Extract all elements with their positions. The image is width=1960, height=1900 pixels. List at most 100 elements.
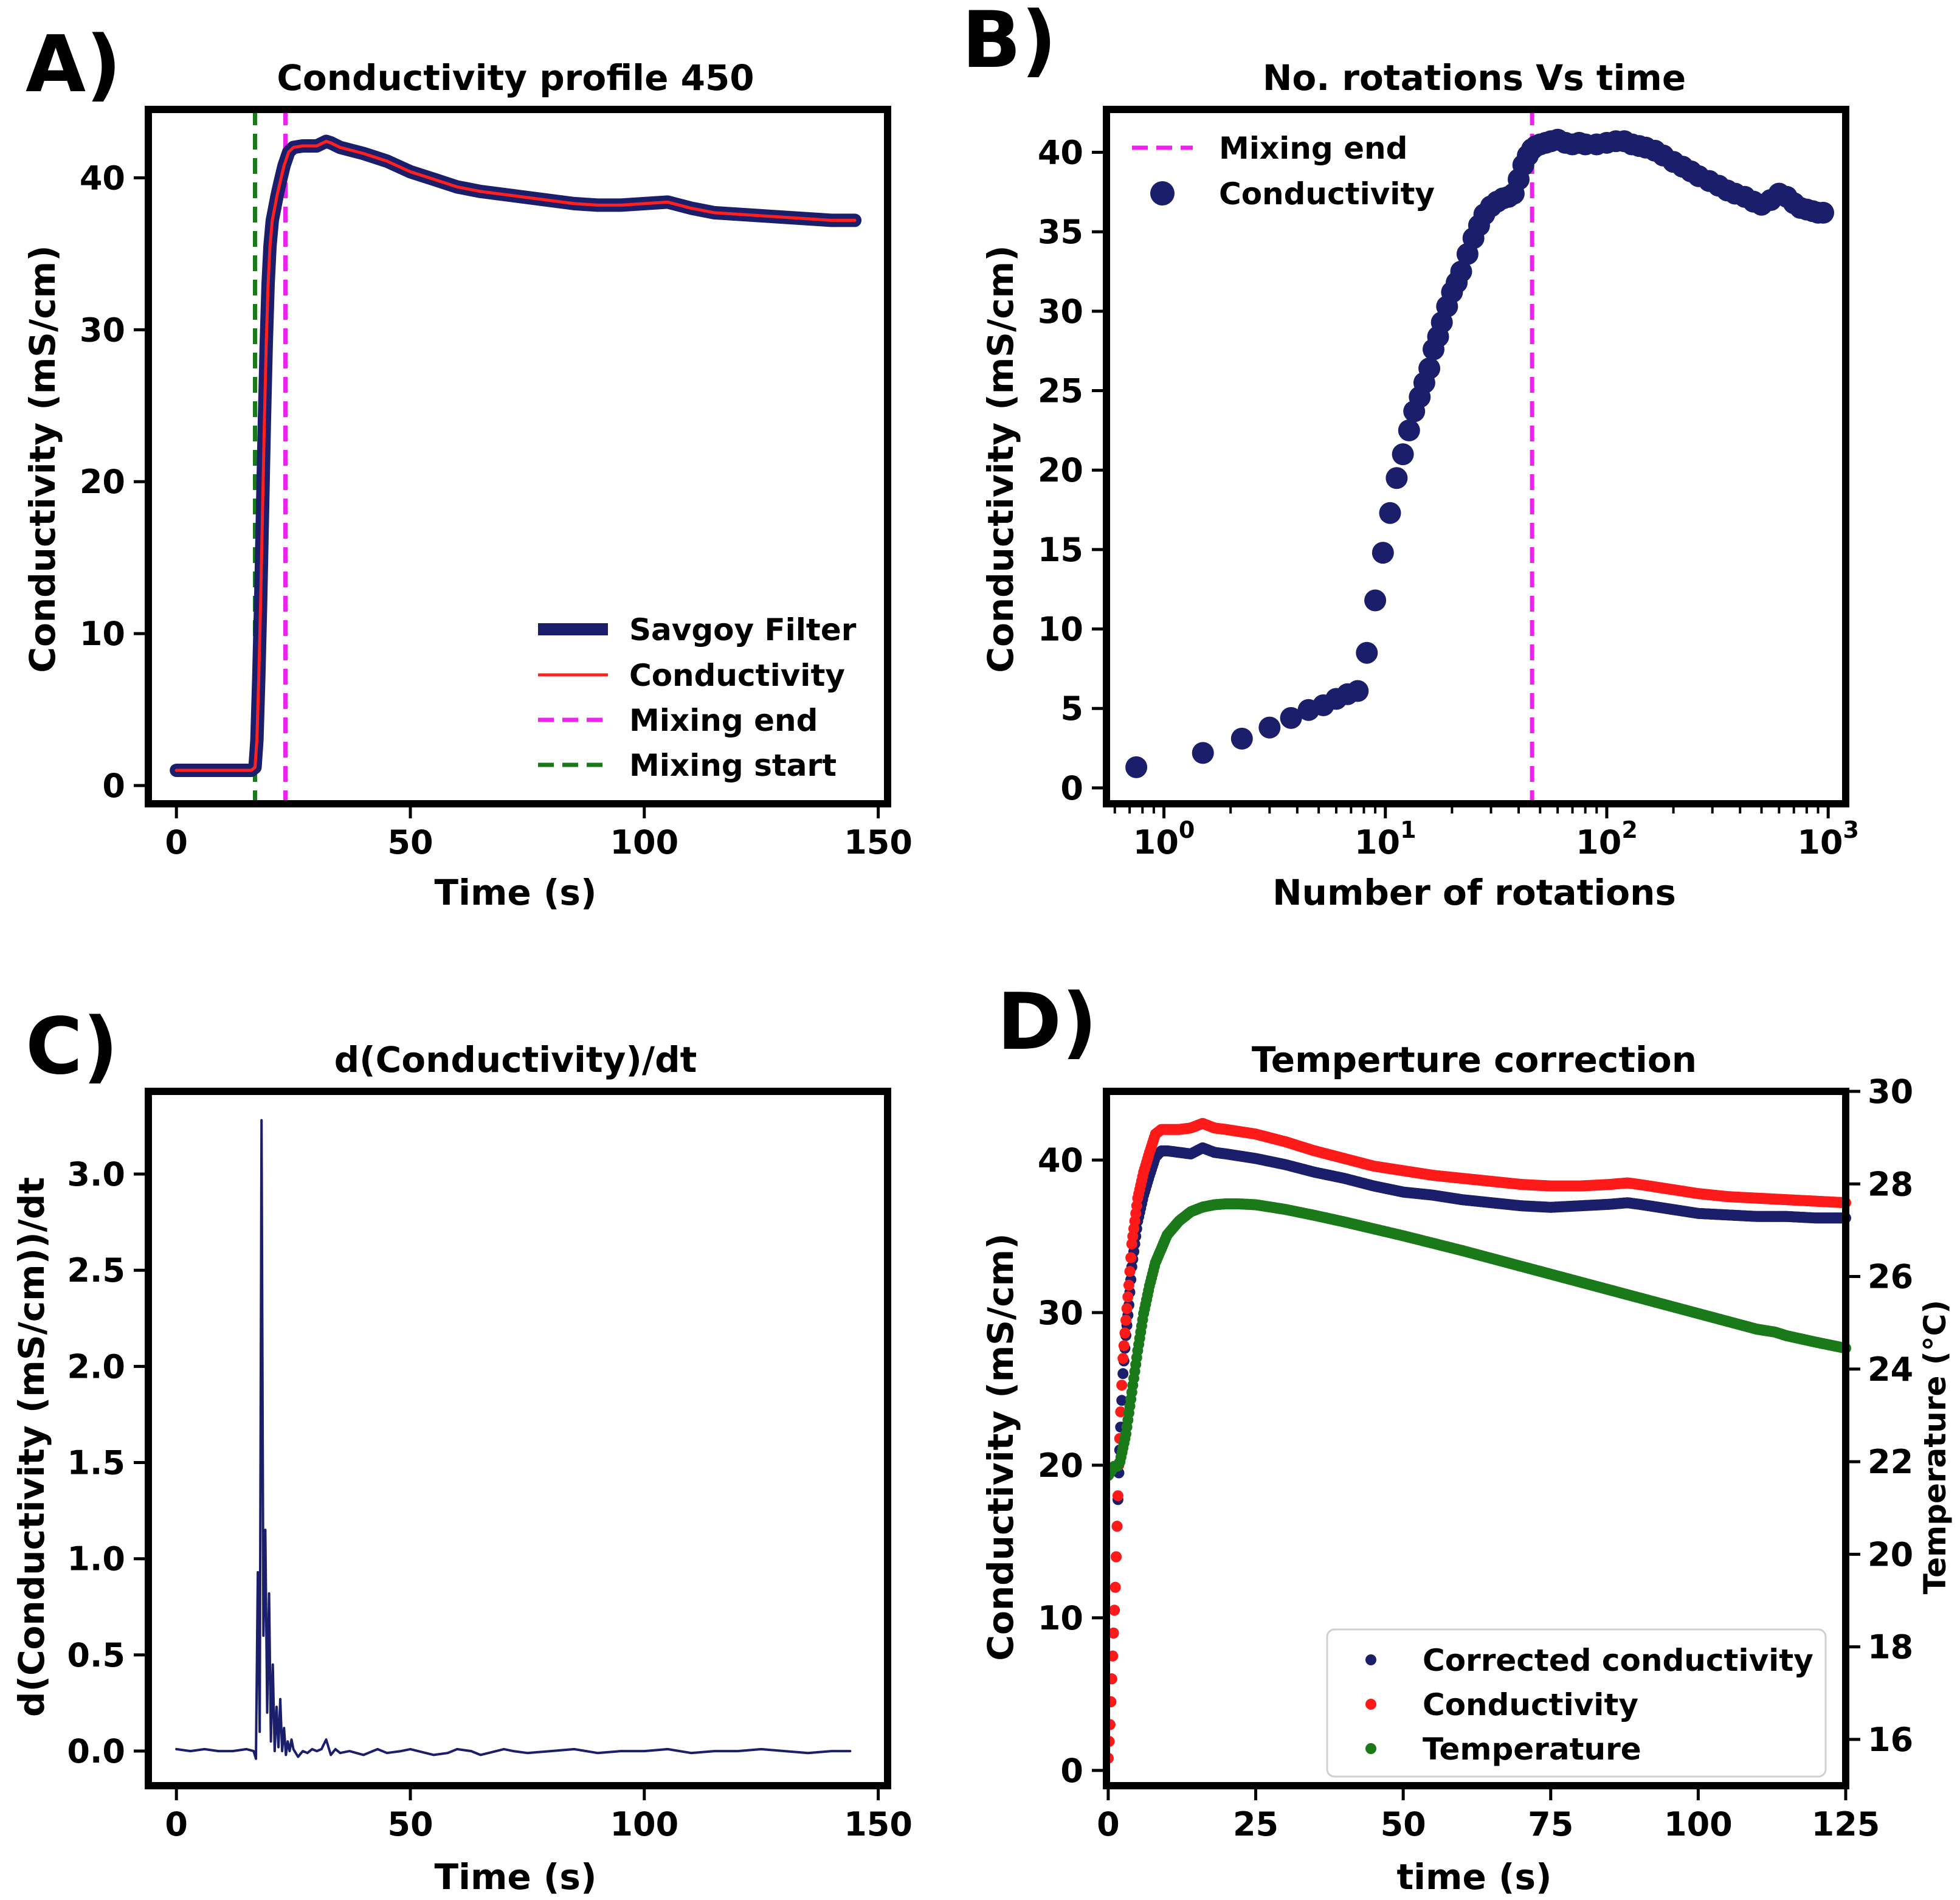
chart-d-right-tick-label: 22 xyxy=(1868,1443,1913,1481)
chart-d-right-tick-label: 24 xyxy=(1868,1350,1913,1389)
chart-b-x-tick-base: 10 xyxy=(1576,823,1621,862)
chart-d-right-axis-label: Temperature (°C) xyxy=(1917,1300,1953,1594)
chart-c-x-tick-label: 100 xyxy=(610,1805,678,1843)
chart-a-legend-label-conductivity: Conductivity xyxy=(629,658,845,693)
chart-b-series-conductivity-point xyxy=(1372,542,1394,564)
chart-b-series-conductivity-point xyxy=(1258,716,1281,739)
chart-b-series-conductivity-point xyxy=(1398,419,1420,441)
chart-c-frame xyxy=(145,1088,891,1789)
panel-letter-d: D) xyxy=(997,977,1097,1068)
chart-b-series-conductivity-point xyxy=(1347,680,1369,702)
chart-d-y-tick-label: 10 xyxy=(1038,1599,1083,1637)
chart-b-x-tick-exp: 0 xyxy=(1179,817,1195,843)
chart-d-x-tick-label: 50 xyxy=(1381,1805,1426,1843)
chart-b-series-conductivity-point xyxy=(1356,641,1378,664)
chart-d-series-conductivity-point xyxy=(1115,1406,1127,1418)
chart-b-series-conductivity-point xyxy=(1280,706,1302,729)
chart-b-series-conductivity-point xyxy=(1364,589,1387,612)
chart-a-x-tick-label: 100 xyxy=(610,823,678,862)
chart-a-y-tick-label: 20 xyxy=(80,463,125,501)
chart-b-series-conductivity-point xyxy=(1450,260,1472,283)
chart-a-y-axis-label: Conductivity (mS/cm) xyxy=(22,245,63,672)
chart-d-y-tick-label: 20 xyxy=(1038,1446,1083,1485)
chart-b-series-conductivity-point xyxy=(1379,502,1401,524)
chart-b-x-tick-exp: 2 xyxy=(1621,817,1637,843)
chart-a-y-tick-label: 0 xyxy=(102,767,125,805)
chart-d-x-tick-label: 25 xyxy=(1233,1805,1278,1843)
chart-d-legend-label-temperature: Temperature xyxy=(1423,1732,1641,1767)
chart-a-x-tick-label: 150 xyxy=(844,823,913,862)
chart-d-series-conductivity-point xyxy=(1121,1303,1133,1314)
chart-b-y-tick-label: 25 xyxy=(1038,372,1083,410)
chart-b-title: No. rotations Vs time xyxy=(1263,57,1686,98)
chart-d: Temperture correction 0 25 50 75 100 125 0 10 20… xyxy=(980,1039,1953,1898)
chart-d-right-tick-label: 20 xyxy=(1868,1535,1913,1574)
chart-d-legend-label-conductivity: Conductivity xyxy=(1423,1687,1638,1722)
chart-b-series-conductivity-point xyxy=(1385,467,1408,489)
chart-d-series-conductivity-point xyxy=(1125,1252,1137,1263)
chart-a-y-tick-label: 10 xyxy=(80,615,125,653)
chart-b-x-tick-exp: 1 xyxy=(1400,817,1416,843)
chart-c-y-tick-label: 0.5 xyxy=(67,1636,125,1674)
chart-b-frame xyxy=(1103,106,1849,807)
chart-c-y-tick-label: 3.0 xyxy=(67,1155,125,1194)
chart-a-y-tick-label: 40 xyxy=(80,159,125,197)
chart-b-series-conductivity xyxy=(1125,128,1834,778)
chart-d-series-conductivity-point xyxy=(1123,1279,1134,1291)
chart-c-y-tick-label: 1.5 xyxy=(67,1444,125,1482)
chart-d-series-temperature xyxy=(1102,1198,1851,1481)
chart-c-plot-area: 0 50 100 150 0.0 0.5 1.0 1.5 2.0 2.5 3.0 xyxy=(67,1088,913,1843)
chart-d-x-axis-label: time (s) xyxy=(1396,1856,1551,1898)
chart-b-y-tick-label: 10 xyxy=(1038,610,1083,649)
chart-a-legend: Savgoy Filter Conductivity Mixing end Mi… xyxy=(538,612,857,783)
chart-b-series-conductivity-point xyxy=(1418,358,1441,379)
chart-c-y-tick-label: 0.0 xyxy=(67,1732,125,1770)
chart-b-y-tick-label: 0 xyxy=(1060,769,1083,807)
chart-b-legend-label-conductivity: Conductivity xyxy=(1219,176,1435,212)
chart-c: d(Conductivity)/dt 0 50 100 150 0.0 0.5 1.0 1.5… xyxy=(11,1039,913,1898)
chart-d-legend-swatch-conductivity xyxy=(1365,1699,1376,1710)
chart-d-series-corrected-conductivity-point xyxy=(1117,1368,1129,1380)
chart-c-x-tick-label: 50 xyxy=(387,1805,433,1843)
chart-a-plot-area: 0 50 100 150 0 10 20 30 40 xyxy=(80,106,913,862)
chart-d-y-axis-label: Conductivity (mS/cm) xyxy=(980,1233,1021,1660)
chart-d-legend-swatch-corrected xyxy=(1365,1654,1376,1665)
chart-d-series-conductivity-point xyxy=(1124,1266,1136,1277)
chart-d-y-tick-label: 0 xyxy=(1060,1752,1083,1790)
chart-a-x-tick-label: 0 xyxy=(165,823,188,862)
chart-d-series-conductivity-point xyxy=(1111,1551,1122,1563)
chart-a-y-tick-label: 30 xyxy=(80,311,125,349)
chart-d-legend-swatch-temperature xyxy=(1365,1743,1376,1754)
chart-b-legend-label-mixing-end: Mixing end xyxy=(1219,131,1407,166)
panel-letter-c: C) xyxy=(26,1001,118,1092)
chart-d-x-tick-label: 75 xyxy=(1528,1805,1573,1843)
chart-b-series-conductivity-point xyxy=(1230,727,1253,750)
chart-d-right-tick-label: 18 xyxy=(1868,1628,1913,1667)
chart-b-x-tick-label: 103 xyxy=(1797,817,1859,862)
chart-c-y-tick-label: 2.0 xyxy=(67,1347,125,1386)
chart-d-right-tick-label: 28 xyxy=(1868,1165,1913,1203)
chart-d-series-conductivity-point xyxy=(1116,1380,1128,1391)
chart-d-series-conductivity-point xyxy=(1109,1581,1121,1593)
chart-a-x-axis-label: Time (s) xyxy=(435,872,597,913)
chart-c-x-tick-label: 0 xyxy=(165,1805,188,1843)
chart-a-legend-label-savgoy: Savgoy Filter xyxy=(629,612,857,648)
chart-d-right-tick-label: 30 xyxy=(1868,1073,1913,1111)
panel-letter-a: A) xyxy=(26,19,122,110)
chart-d-x-tick-label: 0 xyxy=(1097,1805,1120,1843)
chart-c-x-axis-label: Time (s) xyxy=(435,1856,597,1898)
chart-d-series-corrected-conductivity-point xyxy=(1116,1395,1128,1406)
chart-a-title: Conductivity profile 450 xyxy=(277,57,754,98)
chart-d-legend: Corrected conductivity Conductivity Temp… xyxy=(1326,1628,1827,1778)
chart-b-x-tick-label: 100 xyxy=(1133,817,1195,862)
chart-d-series-conductivity-point xyxy=(1120,1314,1131,1326)
chart-b-y-axis-label: Conductivity (mS/cm) xyxy=(980,245,1021,672)
chart-b-x-tick-base: 10 xyxy=(1133,823,1179,862)
chart-b-series-conductivity-point xyxy=(1812,201,1834,224)
chart-a: Conductivity profile 450 0 50 100 150 0 10 20 3… xyxy=(22,57,913,913)
chart-a-frame xyxy=(145,106,891,807)
chart-b-x-tick-base: 10 xyxy=(1354,823,1400,862)
chart-b-y-tick-label: 15 xyxy=(1038,531,1083,569)
chart-c-x-tick-label: 150 xyxy=(844,1805,913,1843)
